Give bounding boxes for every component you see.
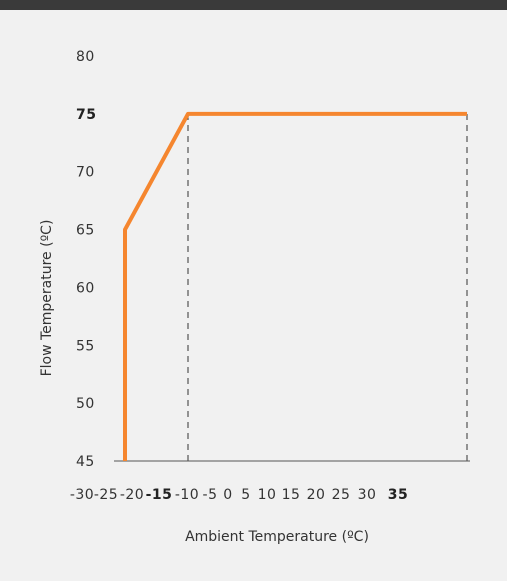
top-bar (0, 0, 507, 10)
x-tick-label: 10 (258, 487, 277, 503)
x-tick-label: 0 (223, 487, 232, 503)
x-tick-label: -30 (70, 487, 94, 503)
y-tick-label: 60 (76, 280, 95, 296)
x-axis-label: Ambient Temperature (ºC) (185, 529, 369, 545)
x-tick-label: 5 (241, 487, 250, 503)
x-tick-label: 30 (358, 487, 377, 503)
y-tick-label: 55 (76, 338, 95, 354)
x-tick-label: -15 (146, 487, 173, 503)
series-line-0 (123, 111, 467, 461)
x-tick-label: 20 (307, 487, 326, 503)
y-tick-label: 70 (76, 165, 95, 181)
y-axis-label: Flow Temperature (ºC) (39, 220, 55, 377)
x-tick-label: -25 (94, 487, 118, 503)
y-tick-label: 80 (76, 49, 95, 65)
y-tick-label: 75 (76, 107, 96, 123)
x-tick-label: 35 (388, 487, 408, 503)
x-tick-label: 15 (282, 487, 301, 503)
y-tick-label: 65 (76, 223, 95, 239)
y-tick-label: 45 (76, 454, 95, 470)
x-tick-label: -5 (203, 487, 218, 503)
x-tick-label: 25 (332, 487, 351, 503)
x-tick-label: -10 (175, 487, 199, 503)
x-tick-label: -20 (120, 487, 144, 503)
y-tick-label: 50 (76, 396, 95, 412)
